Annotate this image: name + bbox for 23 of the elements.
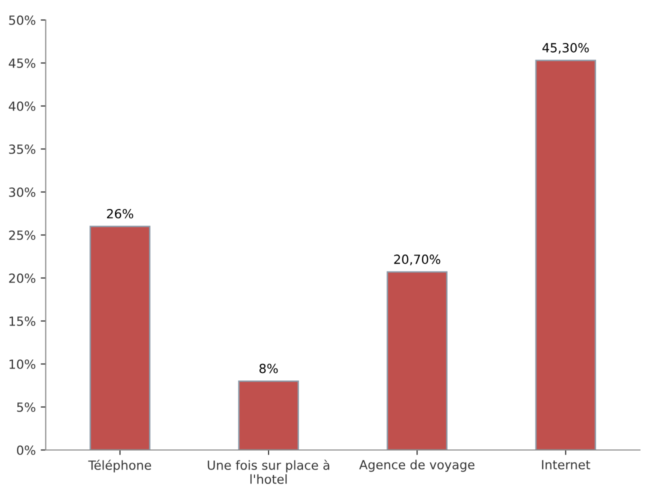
y-tick-label: 30% [9, 187, 36, 197]
y-tick-label: 40% [8, 101, 36, 111]
data-label: 20,70% [394, 254, 440, 266]
data-label: 26% [107, 208, 134, 218]
y-tick-label: 45% [8, 58, 36, 68]
x-tick-label: Une fois sur place à l'hotel [208, 460, 330, 484]
x-tick-label: Agence de voyage [359, 460, 474, 472]
x-tick-label: Téléphone [88, 460, 152, 472]
x-tick-label: Internet [542, 460, 590, 470]
bar [90, 226, 150, 450]
y-tick-label: 50% [9, 15, 36, 25]
y-tick-label: 5% [17, 402, 36, 412]
y-tick-label: 20% [9, 273, 36, 283]
bar [238, 380, 299, 450]
data-label: 8% [259, 364, 278, 374]
bar [386, 271, 448, 450]
y-tick-label: 0% [16, 445, 36, 455]
y-tick-label: 10% [10, 359, 36, 369]
y-tick-label: 35% [9, 144, 36, 154]
y-tick-label: 15% [10, 316, 36, 326]
y-tick-label: 25% [9, 230, 36, 240]
bar [535, 60, 596, 450]
data-label: 45,30% [542, 42, 589, 54]
